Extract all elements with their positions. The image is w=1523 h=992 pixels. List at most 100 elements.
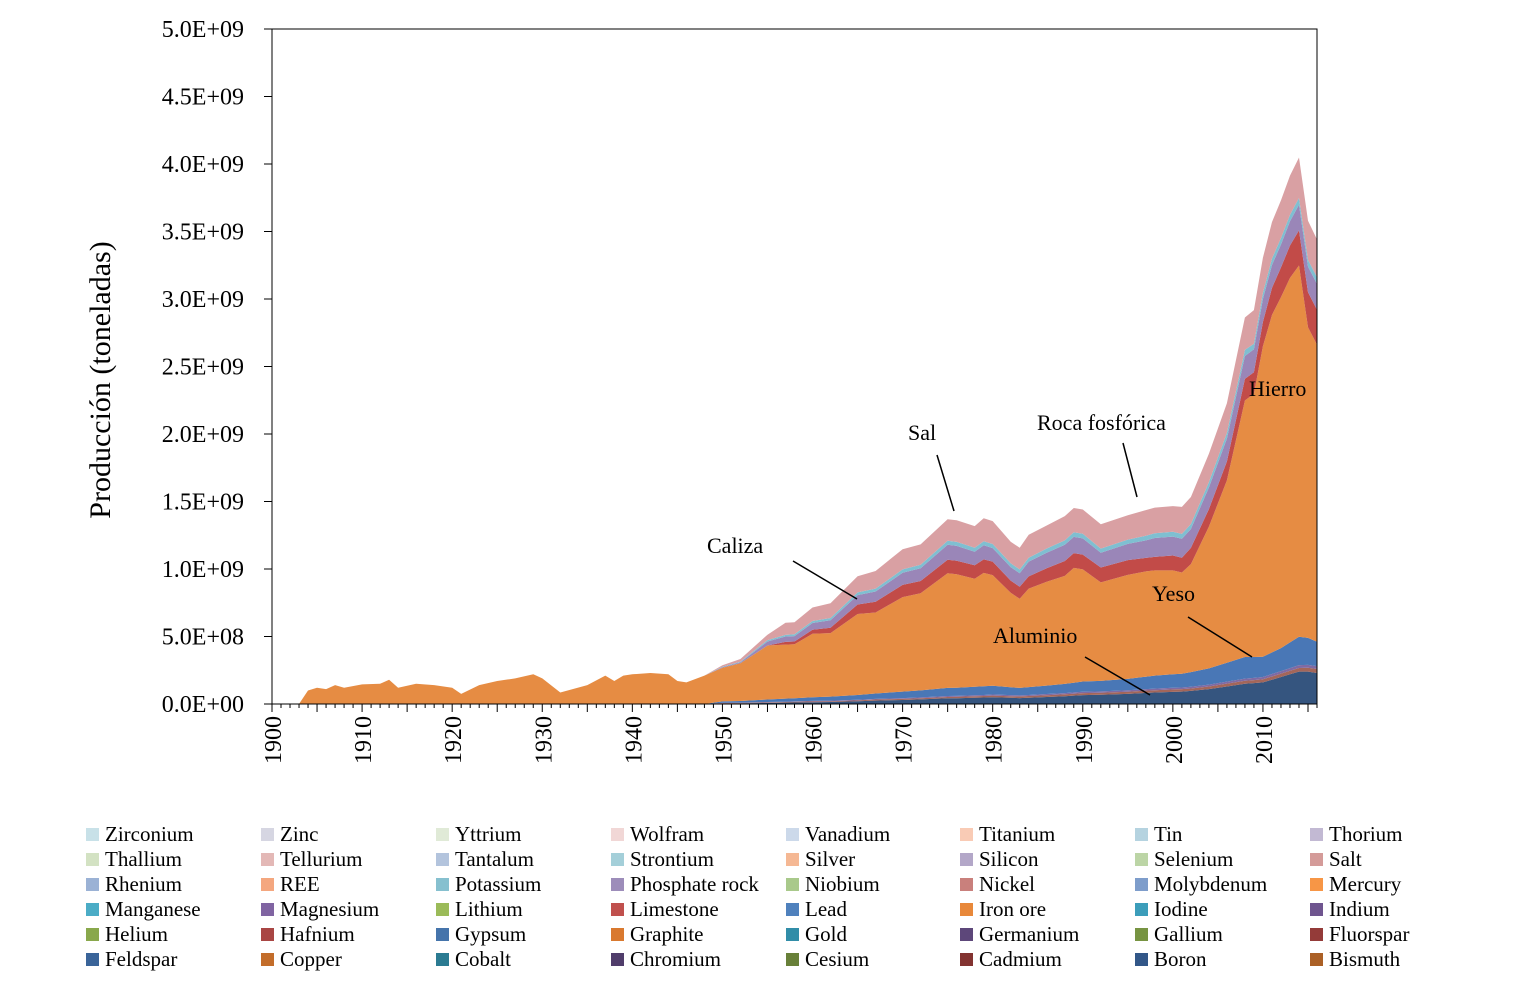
legend-swatch xyxy=(786,878,799,891)
legend-item: Niobium xyxy=(786,872,880,897)
stacked-area-chart: 0.0E+00 5.0E+08 1.0E+09 1.5E+09 2.0E+09 2.5E+… xyxy=(84,17,1318,764)
legend-item: Thallium xyxy=(86,847,182,872)
legend-swatch xyxy=(786,953,799,966)
legend-swatch xyxy=(1135,928,1148,941)
legend-label: Zinc xyxy=(280,822,319,846)
legend-item: Mercury xyxy=(1310,872,1401,897)
y-tick-label: 2.0E+09 xyxy=(162,422,244,448)
x-tick-label: 1990 xyxy=(1072,716,1098,764)
legend-item: Copper xyxy=(261,947,342,972)
legend-swatch xyxy=(611,853,624,866)
legend-swatch xyxy=(436,878,449,891)
legend-swatch xyxy=(1310,878,1323,891)
legend-label: Limestone xyxy=(630,897,719,921)
legend-label: Manganese xyxy=(105,897,201,921)
legend-item: Gypsum xyxy=(436,922,526,947)
annotation-leader xyxy=(1187,616,1253,658)
legend-label: Germanium xyxy=(979,922,1080,946)
legend-swatch xyxy=(611,828,624,841)
area-copper xyxy=(272,667,1317,704)
legend-item: Nickel xyxy=(960,872,1035,897)
legend-swatch xyxy=(86,853,99,866)
x-tick-label: 2000 xyxy=(1162,716,1188,764)
legend-label: Iodine xyxy=(1154,897,1208,921)
legend-item: Thorium xyxy=(1310,822,1403,847)
legend-item: Magnesium xyxy=(261,897,379,922)
legend-item: Tantalum xyxy=(436,847,534,872)
legend-swatch xyxy=(960,853,973,866)
area-boron xyxy=(272,671,1317,704)
legend-label: Lead xyxy=(805,897,847,921)
legend-label: Boron xyxy=(1154,947,1207,971)
legend-item: Strontium xyxy=(611,847,714,872)
legend-label: Titanium xyxy=(979,822,1056,846)
legend-label: Tin xyxy=(1154,822,1183,846)
legend-item: Tin xyxy=(1135,822,1182,847)
legend-swatch xyxy=(436,903,449,916)
x-tick-label: 1900 xyxy=(261,716,287,764)
annotation-leader xyxy=(792,560,858,600)
y-tick-label: 2.5E+09 xyxy=(162,355,244,381)
legend-label: Hafnium xyxy=(280,922,355,946)
area-layers xyxy=(272,157,1317,705)
legend-label: Phosphate rock xyxy=(630,872,759,896)
legend-item: Potassium xyxy=(436,872,541,897)
x-tick-label: 1940 xyxy=(621,716,647,764)
x-tick-label: 1910 xyxy=(351,716,377,764)
annotation-label: Aluminio xyxy=(993,623,1077,648)
legend-label: Lithium xyxy=(455,897,523,921)
legend-swatch xyxy=(261,903,274,916)
x-tick-label: 1950 xyxy=(711,716,737,764)
legend-swatch xyxy=(786,828,799,841)
legend-swatch xyxy=(1310,828,1323,841)
y-tick-label: 5.0E+08 xyxy=(162,625,244,651)
legend-swatch xyxy=(436,853,449,866)
legend-swatch xyxy=(960,878,973,891)
legend-label: Magnesium xyxy=(280,897,380,921)
legend-label: Helium xyxy=(105,922,168,946)
legend-item: Rhenium xyxy=(86,872,182,897)
legend: Zirconium Zinc Yttrium Wolfram Vanadium Titan… xyxy=(86,822,1506,982)
legend-label: Silver xyxy=(805,847,856,871)
x-tick-label: 1930 xyxy=(531,716,557,764)
legend-label: Vanadium xyxy=(805,822,891,846)
legend-item: Iron ore xyxy=(960,897,1046,922)
legend-item: Silicon xyxy=(960,847,1039,872)
legend-label: Nickel xyxy=(979,872,1035,896)
legend-swatch xyxy=(960,928,973,941)
y-tick-label: 5.0E+09 xyxy=(162,17,244,43)
y-tick-label: 4.5E+09 xyxy=(162,85,244,111)
legend-swatch xyxy=(611,878,624,891)
legend-label: Fluorspar xyxy=(1329,922,1410,946)
y-tick-label: 1.0E+09 xyxy=(162,557,244,583)
y-tick-label: 3.0E+09 xyxy=(162,287,244,313)
legend-label: Mercury xyxy=(1329,872,1402,896)
legend-item: Zirconium xyxy=(86,822,194,847)
legend-swatch xyxy=(1135,903,1148,916)
legend-swatch xyxy=(786,853,799,866)
legend-item: Fluorspar xyxy=(1310,922,1410,947)
legend-item: Selenium xyxy=(1135,847,1233,872)
legend-item: Gallium xyxy=(1135,922,1223,947)
legend-swatch xyxy=(611,928,624,941)
legend-swatch xyxy=(611,903,624,916)
annotation-label: Caliza xyxy=(707,533,763,558)
legend-item: Cesium xyxy=(786,947,869,972)
x-tick-label: 1920 xyxy=(441,716,467,764)
y-axis-label: Producción (toneladas) xyxy=(84,241,117,518)
legend-swatch xyxy=(86,928,99,941)
legend-item: Lead xyxy=(786,897,847,922)
legend-item: Zinc xyxy=(261,822,318,847)
annotation-label: Sal xyxy=(908,420,936,445)
legend-label: Potassium xyxy=(455,872,542,896)
legend-label: Gallium xyxy=(1154,922,1223,946)
area-aluminio xyxy=(272,636,1317,704)
legend-label: Iron ore xyxy=(979,897,1047,921)
x-axis: 1900 1910 1920 1930 1940 1950 1960 1970 1980 1990… xyxy=(261,704,1318,764)
legend-item: Bismuth xyxy=(1310,947,1400,972)
y-tick-label: 4.0E+09 xyxy=(162,152,244,178)
legend-item: Wolfram xyxy=(611,822,704,847)
legend-swatch xyxy=(1135,953,1148,966)
legend-swatch xyxy=(436,828,449,841)
legend-label: Strontium xyxy=(630,847,715,871)
